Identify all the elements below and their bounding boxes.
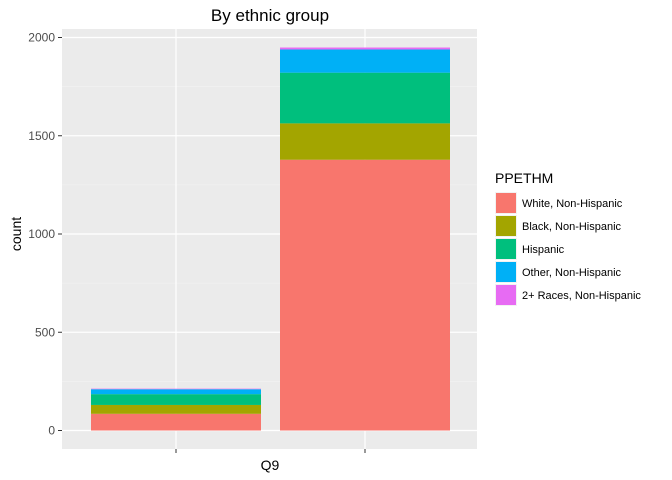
legend-label: Other, Non-Hispanic	[522, 267, 622, 279]
bar-segment	[280, 49, 450, 73]
legend-swatch	[496, 239, 516, 259]
bar-segment	[280, 123, 450, 160]
legend-label: Black, Non-Hispanic	[522, 221, 622, 233]
legend-label: White, Non-Hispanic	[522, 198, 623, 210]
legend: PPETHM White, Non-Hispanic Black, Non-His…	[495, 170, 641, 306]
legend-swatch	[496, 216, 516, 236]
y-tick-label: 2000	[28, 31, 55, 45]
x-axis-ticks	[175, 449, 366, 453]
legend-swatch	[496, 193, 516, 213]
y-tick-label: 1500	[28, 129, 55, 143]
legend-title: PPETHM	[495, 170, 553, 186]
y-axis-title: count	[8, 217, 24, 251]
bar-segment	[280, 47, 450, 50]
y-axis-ticks: 0 500 1000 1500 2000	[28, 31, 62, 438]
legend-swatch	[496, 285, 516, 305]
chart-title: By ethnic group	[211, 6, 329, 25]
y-tick-label: 500	[35, 325, 55, 339]
legend-items: White, Non-Hispanic Black, Non-Hispanic Hi…	[495, 192, 641, 306]
legend-label: Hispanic	[522, 244, 565, 256]
bars	[91, 47, 450, 431]
legend-label: 2+ Races, Non-Hispanic	[522, 290, 641, 302]
x-axis-title: Q9	[261, 457, 280, 473]
bar-segment	[280, 159, 450, 431]
y-tick-label: 1000	[28, 227, 55, 241]
y-tick-label: 0	[48, 424, 55, 438]
bar-segment	[91, 394, 261, 405]
bar-segment	[91, 389, 261, 395]
bar-segment	[91, 404, 261, 414]
bar-segment	[280, 72, 450, 124]
bar-segment	[91, 413, 261, 431]
legend-swatch	[496, 262, 516, 282]
bar-segment	[91, 388, 261, 390]
